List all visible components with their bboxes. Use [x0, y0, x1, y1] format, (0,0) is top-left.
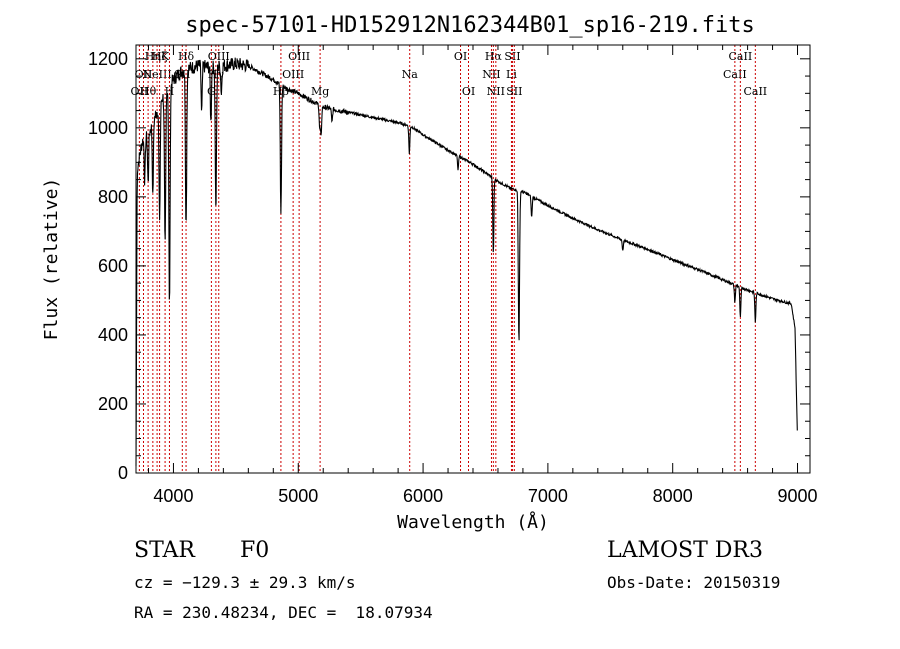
x-tick-label: 9000 — [777, 486, 817, 506]
line-label: Hζ — [152, 50, 168, 63]
line-label: CaII — [729, 50, 753, 63]
object-subclass: F0 — [240, 538, 270, 563]
line-label: SII — [506, 85, 522, 98]
line-label: Mg — [311, 85, 329, 98]
line-label: K — [161, 50, 170, 63]
y-tick-label: 800 — [98, 187, 128, 207]
x-tick-label: 7000 — [528, 486, 568, 506]
line-label: OIII — [288, 50, 310, 63]
line-label: OI — [454, 50, 467, 63]
x-tick-label: 8000 — [653, 486, 693, 506]
y-tick-label: 1200 — [88, 49, 128, 69]
line-label: NII — [487, 85, 505, 98]
chart-title: spec-57101-HD152912N162344B01_sp16-219.f… — [185, 13, 755, 38]
line-label: OIII — [208, 50, 230, 63]
y-tick-label: 200 — [98, 394, 128, 414]
x-axis-label: Wavelength (Å) — [397, 511, 549, 533]
line-label: CaII — [743, 85, 767, 98]
line-label: Li — [506, 68, 517, 81]
x-tick-label: 6000 — [403, 486, 443, 506]
observation-date: Obs-Date: 20150319 — [607, 573, 781, 592]
y-tick-label: 1000 — [88, 118, 128, 138]
plot-frame — [135, 44, 811, 474]
line-label: NII — [482, 68, 500, 81]
line-label: H — [165, 85, 175, 98]
x-tick-label: 4000 — [153, 486, 193, 506]
y-axis-label: Flux (relative) — [41, 178, 62, 341]
object-class: STAR — [134, 538, 195, 563]
x-axis-ticks: 4000 5000 6000 7000 8000 9000 — [147, 45, 818, 506]
y-tick-label: 0 — [118, 463, 128, 483]
y-tick-label: 400 — [98, 325, 128, 345]
x-tick-label: 5000 — [278, 486, 318, 506]
survey-name: LAMOST DR3 — [607, 538, 763, 563]
sky-coordinates: RA = 230.48234, DEC = 18.07934 — [134, 603, 433, 622]
line-label: Hβ — [273, 85, 289, 98]
line-label: OIII — [282, 68, 304, 81]
line-label: NeIII — [143, 68, 172, 81]
line-label: CaII — [723, 68, 747, 81]
redshift-velocity: cz = −129.3 ± 29.3 km/s — [134, 573, 356, 592]
spectrum-series-line — [135, 57, 798, 467]
y-tick-label: 600 — [98, 256, 128, 276]
line-label: Hθ — [140, 85, 157, 98]
line-label: Na — [402, 68, 419, 81]
line-label: OI — [462, 85, 475, 98]
line-label: SII — [504, 50, 520, 63]
y-axis-ticks: 0 200 400 600 800 1000 1200 — [88, 49, 810, 483]
line-label: Hα — [485, 50, 503, 63]
line-label: Hδ — [178, 50, 195, 63]
